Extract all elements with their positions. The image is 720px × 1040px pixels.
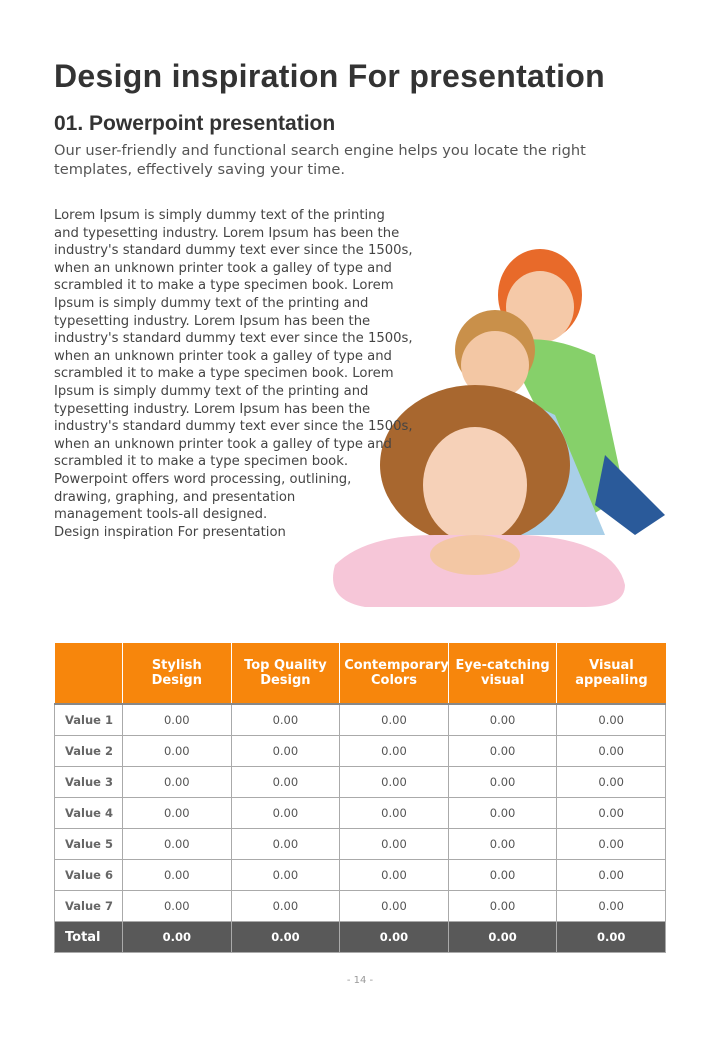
- row-label: Value 3: [54, 766, 123, 798]
- data-table: Stylish Design Top Quality Design Contempo…: [54, 643, 666, 953]
- cell: 0.00: [556, 890, 666, 922]
- body-line: industry's standard dummy text ever sinc…: [54, 243, 413, 259]
- body-line: industry's standard dummy text ever sinc…: [54, 419, 413, 435]
- table-row: Value 5 0.00 0.00 0.00 0.00 0.00: [54, 828, 666, 860]
- cell: 0.00: [339, 828, 449, 860]
- table-row: Value 2 0.00 0.00 0.00 0.00 0.00: [54, 735, 666, 767]
- body-line: typesetting industry. Lorem Ipsum has be…: [54, 401, 371, 417]
- body-line: typesetting industry. Lorem Ipsum has be…: [54, 313, 371, 329]
- cell: 0.00: [339, 766, 449, 798]
- corner-cell: [54, 643, 123, 705]
- cell: 0.00: [230, 703, 341, 736]
- cell: 0.00: [339, 703, 449, 736]
- cell: 0.00: [447, 703, 558, 736]
- total-cell: 0.00: [339, 921, 449, 953]
- lead-line: Our user-friendly and functional search …: [54, 142, 586, 159]
- table-row: Value 4 0.00 0.00 0.00 0.00 0.00: [54, 797, 666, 829]
- cell: 0.00: [339, 890, 449, 922]
- body-line: Lorem Ipsum is simply dummy text of the …: [54, 208, 385, 223]
- table-row: Value 7 0.00 0.00 0.00 0.00 0.00: [54, 890, 666, 922]
- cell: 0.00: [230, 735, 341, 767]
- total-row: Total 0.00 0.00 0.00 0.00 0.00: [54, 921, 666, 953]
- cell: 0.00: [447, 797, 558, 829]
- column-header: Contemporary Colors: [339, 643, 449, 705]
- total-label: Total: [54, 921, 123, 953]
- body-line: scrambled it to make a type specimen boo…: [54, 454, 349, 470]
- cell: 0.00: [122, 703, 232, 736]
- column-header: Stylish Design: [122, 643, 232, 705]
- body-line: scrambled it to make a type specimen boo…: [54, 366, 394, 382]
- column-header: Visual appealing: [556, 643, 666, 705]
- cell: 0.00: [339, 797, 449, 829]
- body-line: Design inspiration For presentation: [54, 524, 286, 540]
- body-line: when an unknown printer took a galley of…: [54, 436, 392, 452]
- total-cell: 0.00: [447, 921, 558, 953]
- body-line: Powerpoint offers word processing, outli…: [54, 471, 352, 487]
- total-cell: 0.00: [122, 921, 232, 953]
- cell: 0.00: [230, 766, 341, 798]
- subtitle: 01. Powerpoint presentation: [54, 112, 336, 135]
- body-line: management tools-all designed.: [54, 507, 268, 523]
- body-line: when an unknown printer took a galley of…: [54, 348, 392, 364]
- total-cell: 0.00: [230, 921, 341, 953]
- cell: 0.00: [447, 766, 558, 798]
- cell: 0.00: [122, 766, 232, 798]
- row-label: Value 4: [54, 797, 123, 829]
- cell: 0.00: [122, 797, 232, 829]
- cell: 0.00: [556, 703, 666, 736]
- row-label: Value 5: [54, 828, 123, 860]
- row-label: Value 2: [54, 735, 123, 767]
- cell: 0.00: [122, 828, 232, 860]
- table-row: Value 3 0.00 0.00 0.00 0.00 0.00: [54, 766, 666, 798]
- cell: 0.00: [339, 859, 449, 891]
- cell: 0.00: [122, 859, 232, 891]
- cell: 0.00: [556, 766, 666, 798]
- cell: 0.00: [447, 828, 558, 860]
- total-cell: 0.00: [556, 921, 666, 953]
- cell: 0.00: [556, 859, 666, 891]
- title: Design inspiration For presentation: [54, 58, 605, 94]
- body-line: drawing, graphing, and presentation: [54, 489, 296, 505]
- kids-photo: [333, 249, 665, 607]
- cell: 0.00: [556, 828, 666, 860]
- row-label: Value 6: [54, 859, 123, 891]
- cell: 0.00: [230, 797, 341, 829]
- cell: 0.00: [447, 859, 558, 891]
- body-text: Lorem Ipsum is simply dummy text of the …: [54, 207, 413, 541]
- body-line: Ipsum is simply dummy text of the printi…: [54, 383, 369, 399]
- column-header: Top Quality Design: [230, 643, 340, 705]
- table-row: Value 1 0.00 0.00 0.00 0.00 0.00: [54, 703, 666, 736]
- cell: 0.00: [230, 890, 341, 922]
- body-line: when an unknown printer took a galley of…: [54, 260, 392, 276]
- body-line: Ipsum is simply dummy text of the printi…: [54, 295, 369, 311]
- header-row: Stylish Design Top Quality Design Contempo…: [54, 643, 666, 705]
- body-line: and typesetting industry. Lorem Ipsum ha…: [54, 225, 400, 241]
- cell: 0.00: [122, 890, 232, 922]
- cell: 0.00: [556, 735, 666, 767]
- cell: 0.00: [230, 828, 341, 860]
- row-label: Value 7: [54, 890, 123, 922]
- table-row: Value 6 0.00 0.00 0.00 0.00 0.00: [54, 859, 666, 891]
- cell: 0.00: [339, 735, 449, 767]
- cell: 0.00: [556, 797, 666, 829]
- row-label: Value 1: [54, 703, 123, 736]
- cell: 0.00: [230, 859, 341, 891]
- cell: 0.00: [447, 735, 558, 767]
- column-header: Eye-catching visual: [447, 643, 557, 705]
- page-number: - 14 -: [346, 975, 374, 986]
- cell: 0.00: [122, 735, 232, 767]
- lead-text: Our user-friendly and functional search …: [54, 141, 586, 179]
- body-line: industry's standard dummy text ever sinc…: [54, 331, 413, 347]
- lead-line: templates, effectively saving your time.: [54, 161, 345, 178]
- cell: 0.00: [447, 890, 558, 922]
- body-line: scrambled it to make a type specimen boo…: [54, 278, 394, 294]
